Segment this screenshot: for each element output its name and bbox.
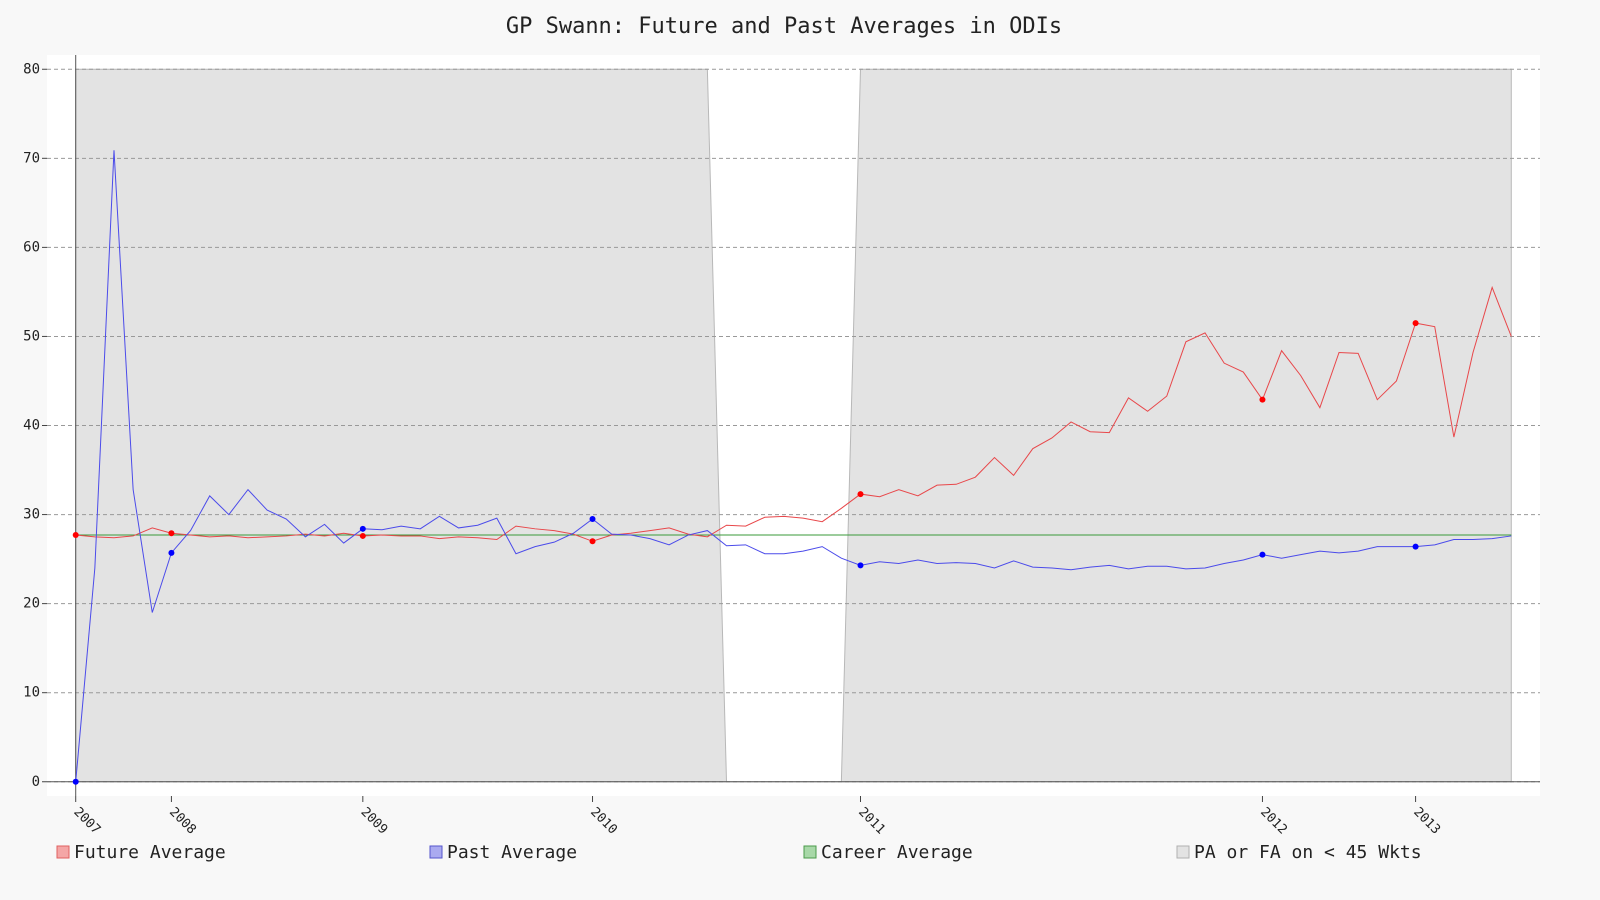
x-tick-label: 2009: [358, 805, 391, 838]
year-marker: [168, 530, 175, 537]
y-tick-label: 30: [23, 507, 40, 523]
legend-label: Future Average: [74, 842, 226, 863]
legend-label: Career Average: [821, 842, 973, 863]
year-marker: [359, 532, 366, 539]
year-marker: [72, 778, 79, 785]
legend-swatch: [429, 845, 443, 859]
x-tick-label: 2012: [1257, 805, 1290, 838]
y-tick-label: 70: [23, 150, 40, 166]
y-tick-label: 10: [23, 685, 40, 701]
legend-swatch: [1176, 845, 1190, 859]
year-marker: [589, 516, 596, 523]
y-tick-label: 0: [32, 774, 40, 790]
x-tick-label: 2008: [166, 805, 199, 838]
x-tick-label: 2010: [587, 805, 620, 838]
year-marker: [589, 538, 596, 545]
y-tick-label: 60: [23, 239, 40, 255]
y-tick-label: 50: [23, 328, 40, 344]
year-marker: [857, 562, 864, 569]
legend-label: PA or FA on < 45 Wkts: [1194, 842, 1422, 863]
year-marker: [1259, 551, 1266, 558]
series-line: [75, 285, 1512, 542]
series-line: [75, 150, 1512, 782]
year-marker: [1412, 320, 1419, 327]
year-marker: [857, 491, 864, 498]
y-tick-label: 80: [23, 61, 40, 77]
x-tick-label: 2011: [855, 805, 888, 838]
year-marker: [168, 549, 175, 556]
x-tick-label: 2013: [1410, 805, 1443, 838]
y-tick-label: 40: [23, 418, 40, 434]
year-marker: [1412, 543, 1419, 550]
y-tick-label: 20: [23, 596, 40, 612]
legend-swatch: [56, 845, 70, 859]
year-marker: [359, 525, 366, 532]
year-marker: [72, 532, 79, 539]
x-tick-label: 2007: [70, 805, 103, 838]
chart-title: GP Swann: Future and Past Averages in OD…: [506, 14, 1062, 39]
legend-label: Past Average: [447, 842, 577, 863]
legend-swatch: [803, 845, 817, 859]
year-marker: [1259, 396, 1266, 403]
